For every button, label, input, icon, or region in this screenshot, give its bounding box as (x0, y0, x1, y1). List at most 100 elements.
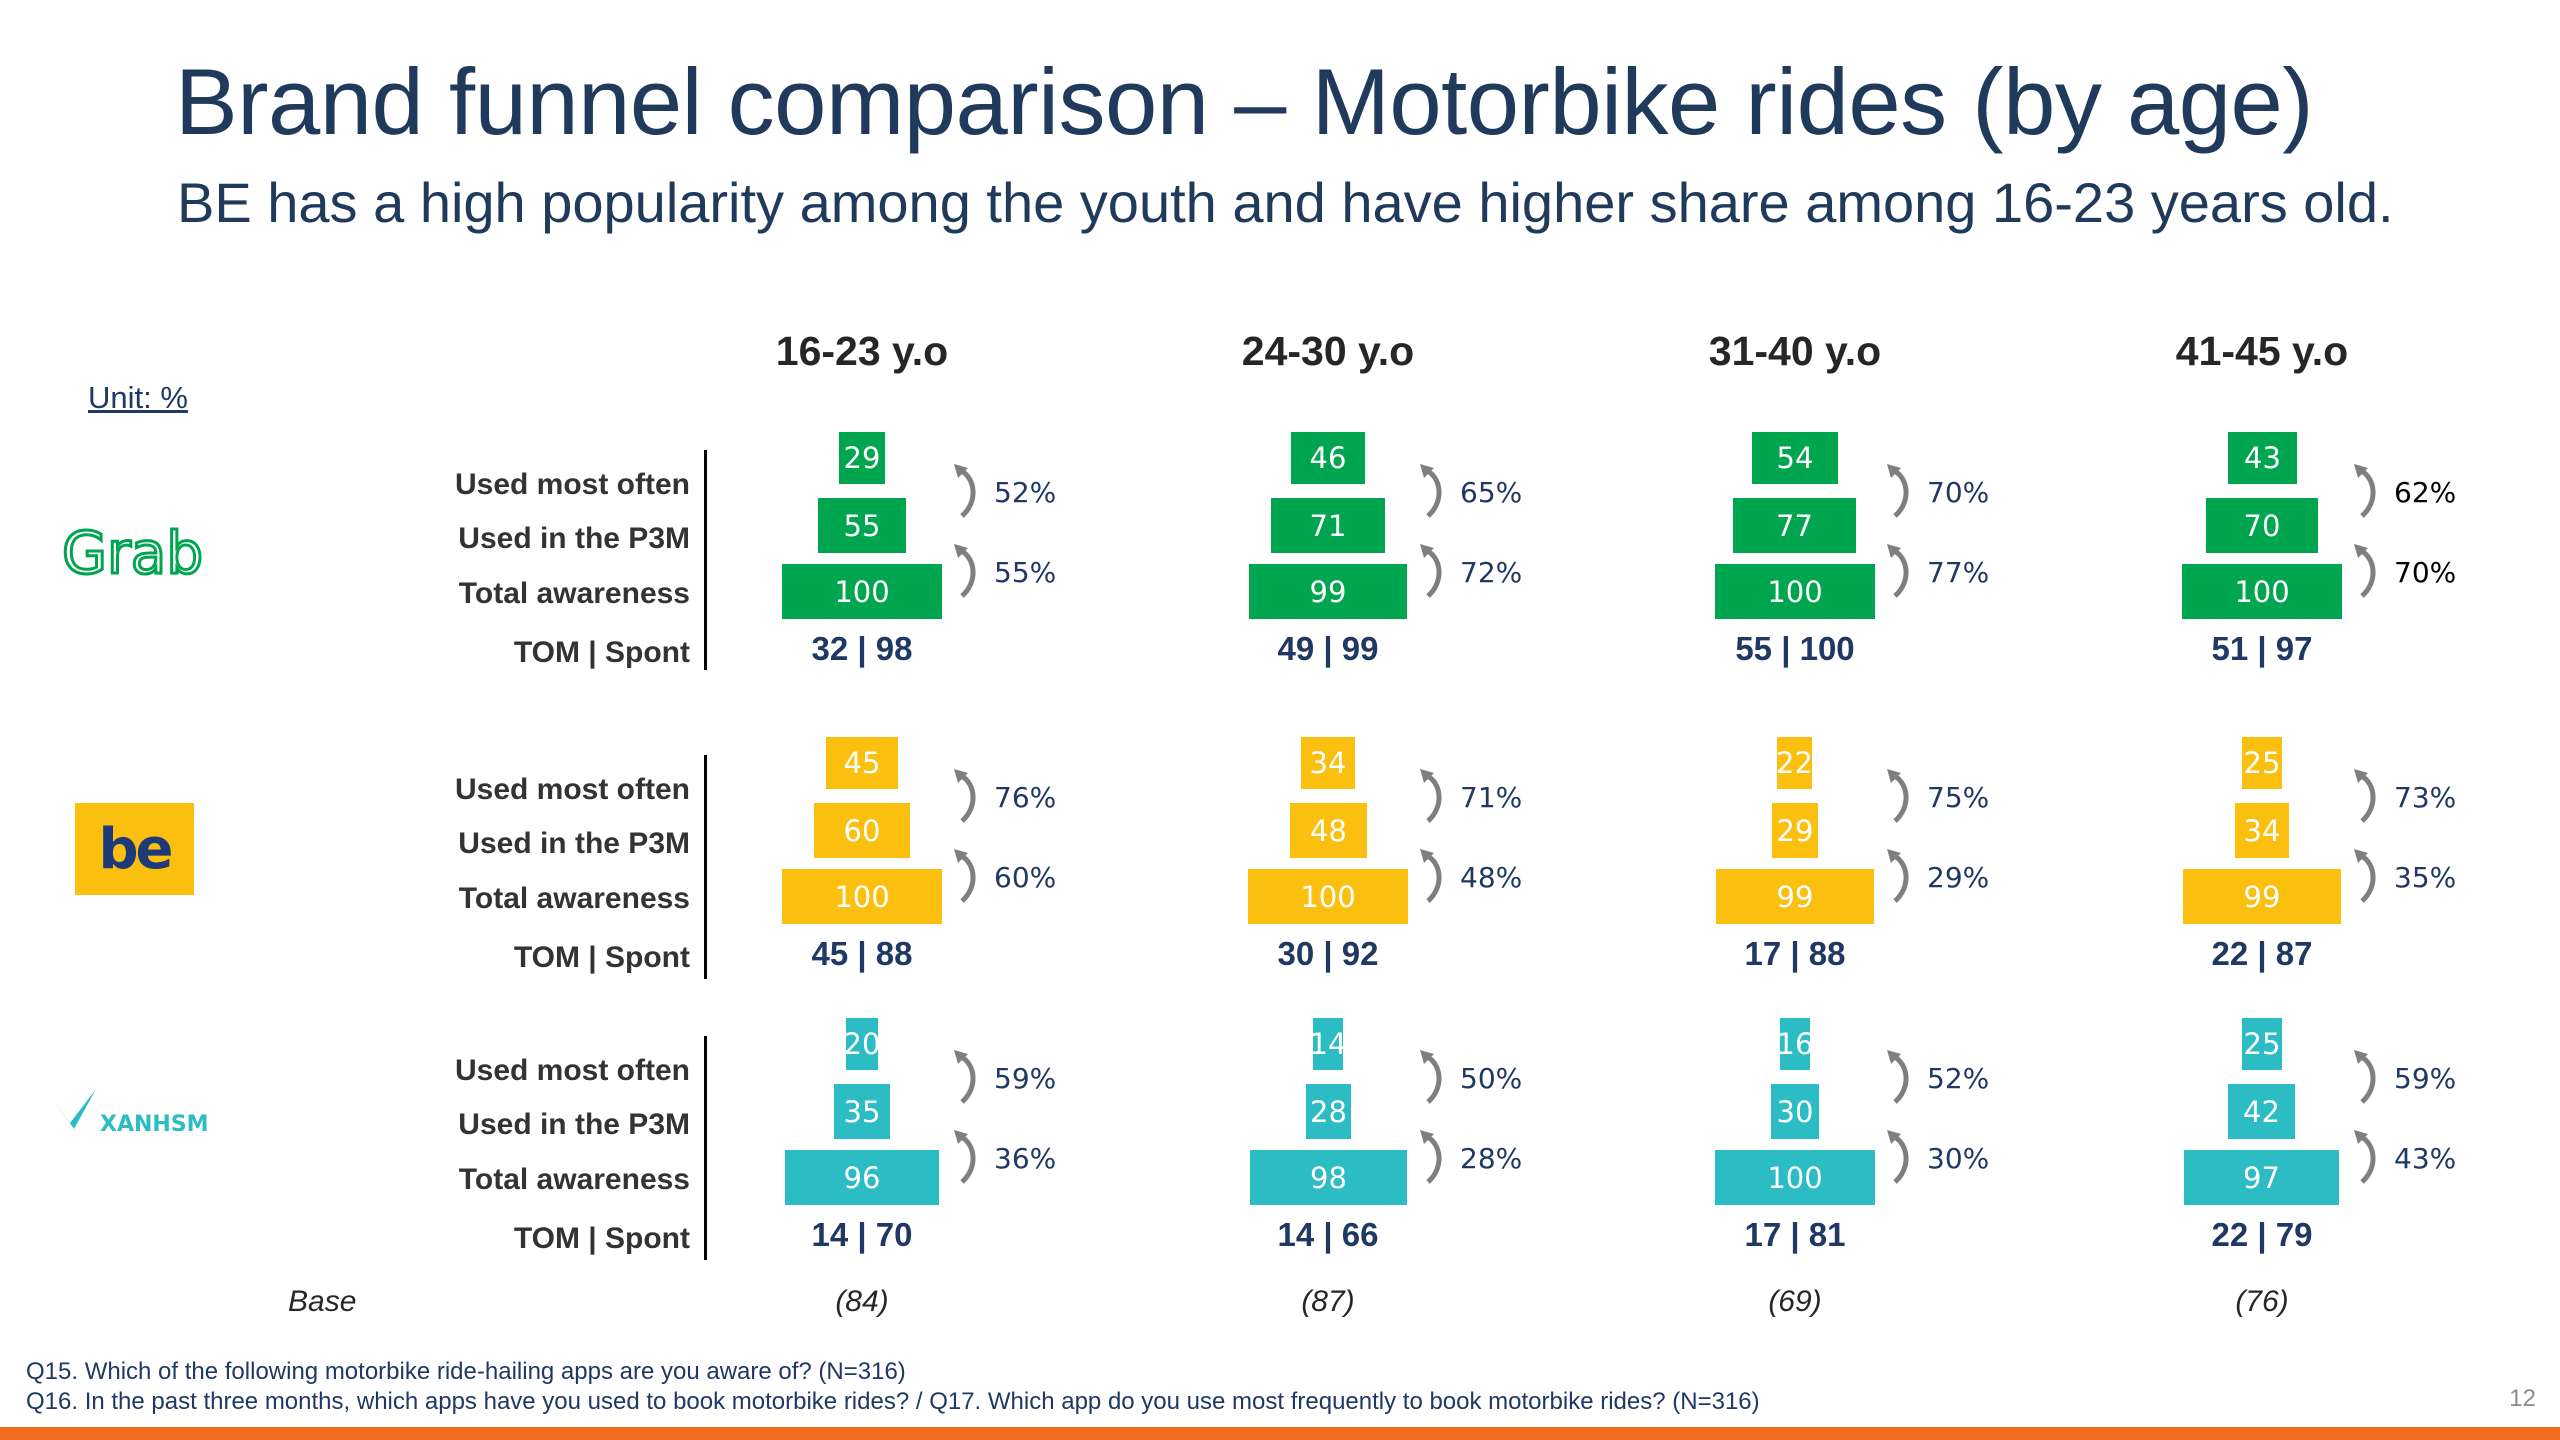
conversion-rate: 36% (994, 1142, 1057, 1175)
base-value: (84) (835, 1285, 889, 1318)
age-group-header: 31-40 y.o (1708, 328, 1882, 374)
funnel-bar: 60 (814, 803, 910, 858)
be-logo-text: be (98, 816, 173, 882)
conversion-arrow-icon (954, 769, 976, 823)
conversion-rate: 28% (1460, 1142, 1523, 1175)
row-label: Used most often (454, 1054, 690, 1087)
check-mark-icon (54, 1089, 96, 1129)
row-label: Used in the P3M (458, 522, 690, 555)
conversion-rate: 73% (2394, 781, 2457, 814)
tom-spont-value: 14 | 70 (811, 1216, 913, 1253)
base-label: Base (288, 1285, 357, 1318)
conversion-arrow-icon (2354, 1050, 2376, 1104)
tom-spont-value: 51 | 97 (2211, 630, 2313, 667)
funnel-bar: 29 (1772, 803, 1818, 858)
funnel-bar: 16 (1777, 1018, 1813, 1070)
tom-spont-value: 17 | 81 (1744, 1216, 1846, 1253)
conversion-arrow-icon (1420, 769, 1442, 823)
tom-spont-value: 32 | 98 (811, 630, 913, 667)
conversion-arrow-icon (954, 544, 976, 598)
conversion-rate: 72% (1460, 556, 1523, 589)
row-label: TOM | Spont (513, 941, 690, 974)
slide-subtitle: BE has a high popularity among the youth… (177, 171, 2394, 234)
base-value: (69) (1768, 1285, 1822, 1318)
age-group-header: 24-30 y.o (1241, 328, 1415, 374)
unit-label: Unit: % (88, 380, 188, 415)
age-group-header: 41-45 y.o (2175, 328, 2349, 374)
conversion-rate: 59% (2394, 1062, 2457, 1095)
conversion-rate: 52% (994, 476, 1057, 509)
funnel-bar: 22 (1776, 737, 1813, 789)
conversion-arrow-icon (1420, 464, 1442, 518)
conversion-rate: 30% (1927, 1142, 1990, 1175)
conversion-rate: 76% (994, 781, 1057, 814)
conversion-rate: 70% (2394, 556, 2457, 589)
base-value: (87) (1301, 1285, 1355, 1318)
conversion-arrow-icon (1420, 1130, 1442, 1184)
conversion-arrow-icon (2354, 849, 2376, 903)
conversion-rate: 52% (1927, 1062, 1990, 1095)
page-number: 12 (2509, 1385, 2536, 1412)
funnel-bar: 42 (2228, 1084, 2295, 1139)
row-label: Used most often (454, 468, 690, 501)
conversion-arrow-icon (2354, 769, 2376, 823)
conversion-arrow-icon (1887, 1130, 1909, 1184)
tom-spont-value: 49 | 99 (1277, 630, 1379, 667)
conversion-arrow-icon (1420, 1050, 1442, 1104)
funnel-bar: 34 (2235, 803, 2289, 858)
conversion-arrow-icon (1887, 769, 1909, 823)
funnel-bar: 25 (2242, 1018, 2282, 1070)
conversion-rate: 35% (2394, 861, 2457, 894)
funnel-bar: 99 (1249, 564, 1407, 619)
conversion-rate: 77% (1927, 556, 1990, 589)
grab-logo-text: Grab (62, 519, 203, 585)
conversion-arrow-icon (1887, 849, 1909, 903)
funnel-bar: 100 (1715, 564, 1875, 619)
funnel-bar: 100 (1248, 869, 1408, 924)
row-label: TOM | Spont (513, 636, 690, 669)
conversion-rate: 50% (1460, 1062, 1523, 1095)
tom-spont-value: 22 | 79 (2211, 1216, 2313, 1253)
conversion-rate: 55% (994, 556, 1057, 589)
divider-line (704, 450, 707, 670)
conversion-arrow-icon (954, 849, 976, 903)
conversion-rate: 65% (1460, 476, 1523, 509)
conversion-arrow-icon (2354, 544, 2376, 598)
conversion-arrow-icon (1420, 849, 1442, 903)
funnel-bar: 55 (818, 498, 906, 553)
conversion-arrow-icon (2354, 464, 2376, 518)
funnel-bar: 28 (1306, 1084, 1351, 1139)
footnote-q16-q17: Q16. In the past three months, which app… (26, 1388, 1760, 1415)
row-label: Total awareness (458, 577, 690, 610)
tom-spont-value: 14 | 66 (1277, 1216, 1379, 1253)
xanhsm-logo: XANHSM (48, 1085, 228, 1145)
conversion-rate: 59% (994, 1062, 1057, 1095)
conversion-rate: 62% (2394, 476, 2457, 509)
funnel-bar: 54 (1752, 432, 1838, 484)
funnel-bar: 71 (1271, 498, 1385, 553)
divider-line (704, 1036, 707, 1260)
tom-spont-value: 30 | 92 (1277, 935, 1379, 972)
funnel-bar: 100 (782, 564, 942, 619)
divider-line (704, 755, 707, 979)
row-label: Used in the P3M (458, 1108, 690, 1141)
conversion-rate: 71% (1460, 781, 1523, 814)
funnel-bar: 46 (1291, 432, 1365, 484)
funnel-bar: 34 (1301, 737, 1355, 789)
base-value: (76) (2235, 1285, 2289, 1318)
funnel-bar: 20 (844, 1018, 880, 1070)
conversion-arrow-icon (1420, 544, 1442, 598)
conversion-arrow-icon (2354, 1130, 2376, 1184)
funnel-bar: 97 (2184, 1150, 2339, 1205)
funnel-bar: 48 (1290, 803, 1367, 858)
funnel-bar: 77 (1733, 498, 1856, 553)
funnel-bar: 45 (826, 737, 898, 789)
conversion-rate: 43% (2394, 1142, 2457, 1175)
conversion-arrow-icon (1887, 1050, 1909, 1104)
row-label: Total awareness (458, 1163, 690, 1196)
funnel-bar: 14 (1310, 1018, 1346, 1070)
tom-spont-value: 17 | 88 (1744, 935, 1846, 972)
funnel-bar: 25 (2242, 737, 2282, 789)
tom-spont-value: 22 | 87 (2211, 935, 2313, 972)
conversion-rate: 48% (1460, 861, 1523, 894)
